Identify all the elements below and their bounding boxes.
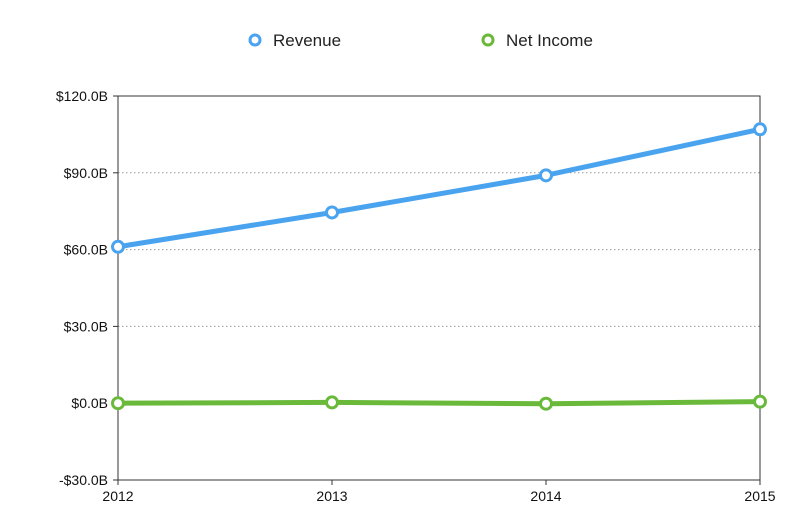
series-revenue (111, 122, 767, 254)
y-tick-label: $60.0B (64, 242, 108, 258)
series-layer (111, 122, 767, 411)
x-tick-label: 2013 (316, 488, 347, 504)
y-axis-ticks: -$30.0B $0.0B $30.0B $60.0B $90.0B $120.0B (56, 88, 118, 488)
x-tick-label: 2014 (530, 488, 561, 504)
y-tick-label: $90.0B (64, 165, 108, 181)
legend-item: Revenue (248, 31, 341, 50)
series-net-income (111, 394, 767, 411)
legend-marker (248, 33, 262, 47)
x-tick-label: 2012 (102, 488, 133, 504)
y-tick-label: $120.0B (56, 88, 108, 104)
data-point (539, 396, 553, 411)
legend: Revenue Net Income (248, 31, 593, 50)
x-axis-ticks: 2012 2013 2014 2015 (102, 480, 776, 504)
grid-lines (118, 172, 760, 404)
series-line (115, 399, 763, 407)
plot-frame (117, 95, 761, 481)
legend-item: Net Income (481, 31, 593, 50)
y-tick-label: -$30.0B (59, 472, 108, 488)
data-point (111, 396, 125, 411)
y-tick-label: $0.0B (71, 395, 108, 411)
legend-marker (481, 33, 495, 47)
data-point (325, 395, 339, 410)
data-point (325, 205, 339, 220)
data-point (753, 394, 767, 409)
data-point (111, 239, 125, 254)
axes (117, 95, 761, 481)
data-point (753, 122, 767, 137)
y-tick-label: $30.0B (64, 318, 108, 334)
legend-label: Revenue (273, 31, 341, 50)
data-point (539, 168, 553, 183)
series-line (115, 126, 763, 250)
legend-label: Net Income (506, 31, 593, 50)
x-tick-label: 2015 (744, 488, 775, 504)
